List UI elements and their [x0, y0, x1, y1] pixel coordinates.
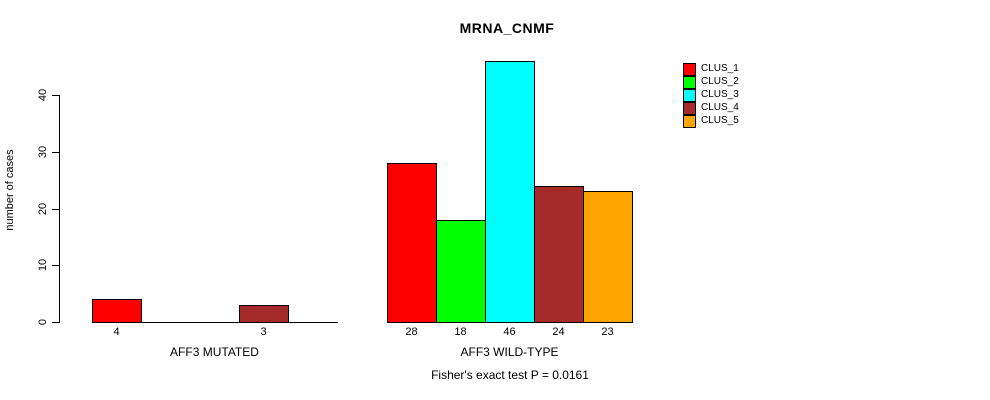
bar-value-label: 24	[552, 326, 565, 338]
bar-clus_5	[583, 191, 633, 323]
bar-clus_4	[239, 305, 289, 323]
bar-value-label: 28	[405, 326, 418, 338]
bar-clus_4	[534, 186, 584, 323]
legend-color-swatch	[683, 102, 696, 115]
bar-clus_2	[436, 220, 486, 323]
legend-label: CLUS_1	[701, 63, 739, 74]
y-tick-label: 20	[37, 202, 49, 216]
group-baseline	[92, 322, 338, 323]
legend-color-swatch	[683, 89, 696, 102]
y-axis-label: number of cases	[4, 149, 16, 231]
y-tick-label: 30	[37, 145, 49, 159]
y-tick-mark	[52, 95, 59, 96]
legend-label: CLUS_2	[701, 76, 739, 87]
y-tick-label: 40	[37, 88, 49, 102]
fisher-test-annotation: Fisher's exact test P = 0.0161	[431, 368, 589, 382]
y-tick-mark	[52, 322, 59, 323]
group-label: AFF3 WILD-TYPE	[460, 345, 559, 359]
legend-color-swatch	[683, 63, 696, 76]
y-tick-mark	[52, 265, 59, 266]
bar-value-label: 23	[601, 326, 614, 338]
y-axis-line	[59, 95, 60, 323]
legend-label: CLUS_5	[701, 115, 739, 126]
y-tick-mark	[52, 209, 59, 210]
legend-color-swatch	[683, 76, 696, 89]
chart-title: MRNA_CNMF	[459, 20, 555, 36]
bar-clus_1	[387, 163, 437, 323]
bar-value-label: 46	[503, 326, 516, 338]
legend-label: CLUS_3	[701, 89, 739, 100]
bar-value-label: 3	[260, 326, 267, 338]
bar-clus_3	[485, 61, 535, 323]
legend-color-swatch	[683, 115, 696, 128]
y-tick-mark	[52, 152, 59, 153]
bar-clus_1	[92, 299, 142, 323]
bar-value-label: 4	[113, 326, 120, 338]
legend-label: CLUS_4	[701, 102, 739, 113]
y-tick-label: 10	[37, 258, 49, 272]
bar-value-label: 18	[454, 326, 467, 338]
y-tick-label: 0	[37, 318, 49, 326]
group-label: AFF3 MUTATED	[170, 345, 259, 359]
